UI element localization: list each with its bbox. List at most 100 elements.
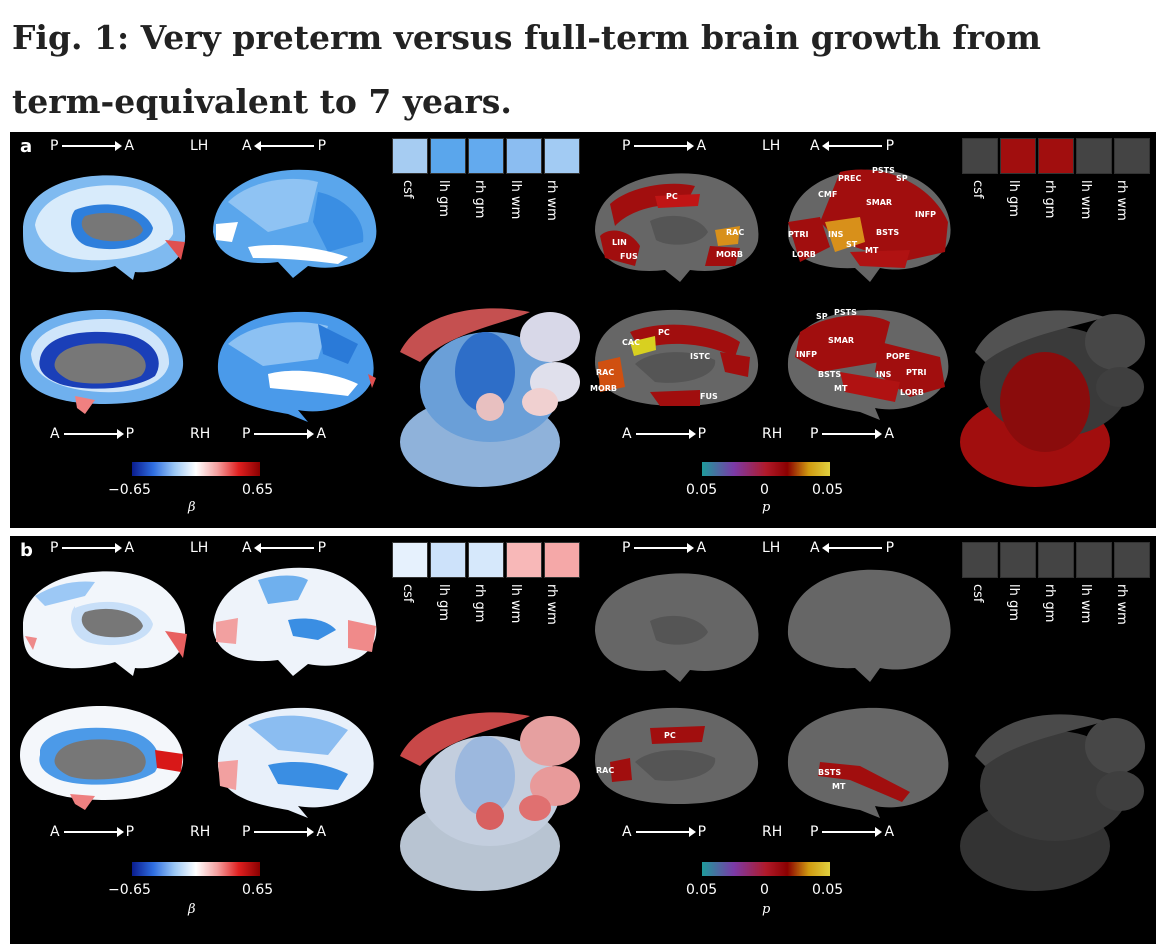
p-cell: [1076, 138, 1112, 174]
brain-rh-lateral-beta: [217, 311, 376, 422]
roi-label: MT: [832, 782, 846, 791]
cell-label-csf: csf: [970, 584, 985, 603]
cell-label-lh-gm: lh gm: [1006, 180, 1021, 217]
beta-symbol: β: [188, 500, 196, 515]
cell-label-lh-wm: lh wm: [508, 584, 523, 624]
p-mid-label: 0: [760, 482, 769, 498]
brain-lh-medial-beta: [23, 175, 186, 280]
p-cell: [1076, 542, 1112, 578]
beta-tissue-cells: [392, 138, 582, 174]
roi-label: SMAR: [866, 198, 893, 207]
brain-lh-medial-beta: [23, 571, 187, 676]
beta-cell: [468, 138, 504, 174]
brain-rh-medial-beta: [20, 309, 184, 414]
roi-label: MT: [834, 384, 848, 393]
roi-label: ST: [846, 240, 858, 249]
p-mid-label: 0: [760, 882, 769, 898]
cell-label-rh-gm: rh gm: [1042, 180, 1057, 219]
roi-label: INS: [828, 230, 844, 239]
beta-cell: [506, 542, 542, 578]
roi-label: RAC: [596, 368, 615, 377]
p-cell: [962, 542, 998, 578]
subcortical-beta-render: [400, 308, 580, 487]
roi-label: FUS: [700, 392, 718, 401]
roi-label: PC: [664, 731, 676, 740]
roi-label: POPE: [886, 352, 910, 361]
p-tissue-cells: [962, 138, 1152, 174]
p-cell: [1038, 138, 1074, 174]
subcortical-p-render: [960, 310, 1145, 487]
cell-label-lh-wm: lh wm: [508, 180, 523, 220]
roi-label: MORB: [716, 250, 744, 259]
brain-lh-lateral-beta: [213, 567, 377, 676]
beta-min-label: −0.65: [108, 482, 151, 498]
roi-label: PSTS: [834, 308, 857, 317]
beta-colorbar: [132, 462, 260, 476]
beta-cell: [430, 542, 466, 578]
cell-label-rh-gm: rh gm: [472, 584, 487, 623]
cell-label-lh-gm: lh gm: [1006, 584, 1021, 621]
hemisphere-label-rh: RH: [190, 426, 211, 442]
subcortical-p-render: [960, 714, 1145, 891]
p-left-label: 0.05: [686, 482, 718, 498]
roi-label: RAC: [726, 228, 745, 237]
p-colorbar: [702, 862, 830, 876]
roi-label: BSTS: [876, 228, 900, 237]
roi-label: CAC: [622, 338, 640, 347]
hemisphere-label-lh: LH: [190, 138, 209, 154]
p-symbol: p: [762, 500, 771, 515]
cell-label-lh-gm: lh gm: [436, 584, 451, 621]
cell-label-csf: csf: [970, 180, 985, 199]
p-cell: [962, 138, 998, 174]
beta-colorbar: [132, 862, 260, 876]
beta-cell: [506, 138, 542, 174]
p-right-label: 0.05: [812, 482, 844, 498]
cell-label-rh-gm: rh gm: [472, 180, 487, 219]
brain-rh-lateral-p: [787, 707, 949, 818]
hemisphere-label-rh-p: RH: [762, 426, 783, 442]
beta-cell: [392, 138, 428, 174]
cell-label-rh-wm: rh wm: [544, 180, 559, 221]
hemisphere-label-lh-p: LH: [762, 540, 781, 556]
cell-label-csf: csf: [400, 584, 415, 603]
p-colorbar: [702, 462, 830, 476]
hemisphere-label-lh-p: LH: [762, 138, 781, 154]
p-left-label: 0.05: [686, 882, 718, 898]
hemisphere-label-rh: RH: [190, 824, 211, 840]
beta-tissue-cells: [392, 542, 582, 578]
brain-rh-lateral-beta: [217, 707, 374, 818]
roi-label: SMAR: [828, 336, 855, 345]
cell-label-rh-wm: rh wm: [544, 584, 559, 625]
subcortical-beta-render: [400, 712, 580, 891]
p-cell: [1114, 138, 1150, 174]
roi-label: PREC: [838, 174, 862, 183]
p-cell: [1000, 542, 1036, 578]
cell-label-lh-wm: lh wm: [1078, 584, 1093, 624]
roi-label: INFP: [796, 350, 817, 359]
roi-label: LIN: [612, 238, 627, 247]
roi-label: PC: [666, 192, 678, 201]
brain-lh-lateral-beta: [213, 169, 377, 278]
roi-label: INS: [876, 370, 892, 379]
roi-label: CMF: [818, 190, 838, 199]
p-cell: [1038, 542, 1074, 578]
cell-label-lh-wm: lh wm: [1078, 180, 1093, 220]
cell-label-rh-wm: rh wm: [1114, 180, 1129, 221]
p-cell: [1114, 542, 1150, 578]
brain-lh-medial-p: [595, 573, 759, 682]
cell-label-lh-gm: lh gm: [436, 180, 451, 217]
brain-lh-medial-p: [595, 173, 759, 282]
